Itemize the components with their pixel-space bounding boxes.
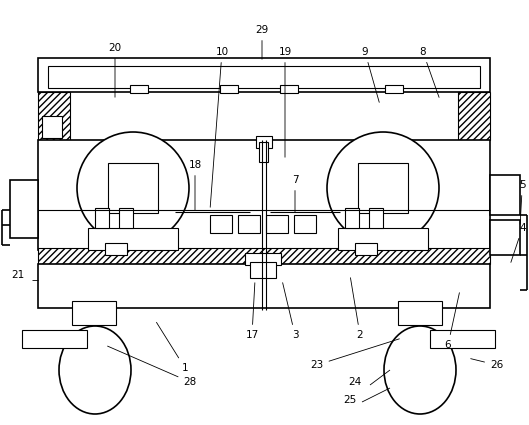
Text: 26: 26 xyxy=(471,359,503,370)
Bar xyxy=(22,330,87,348)
Bar xyxy=(105,243,127,255)
Bar xyxy=(95,208,109,228)
Text: 23: 23 xyxy=(311,339,399,370)
Bar xyxy=(245,253,281,265)
Text: 25: 25 xyxy=(343,395,357,405)
Bar xyxy=(259,142,268,162)
Bar xyxy=(338,228,428,250)
Bar xyxy=(369,208,383,228)
Bar xyxy=(72,301,116,325)
Bar xyxy=(430,330,495,348)
Text: 2: 2 xyxy=(350,278,363,340)
Text: 5: 5 xyxy=(519,180,526,224)
Bar xyxy=(119,208,133,228)
Circle shape xyxy=(370,175,396,201)
Bar xyxy=(78,333,110,349)
Bar xyxy=(210,215,232,233)
Bar xyxy=(280,85,298,93)
Text: 10: 10 xyxy=(210,47,229,207)
Text: 8: 8 xyxy=(419,47,439,97)
Bar xyxy=(266,215,288,233)
Bar xyxy=(38,248,490,264)
Bar xyxy=(355,243,377,255)
Bar xyxy=(108,163,158,213)
Bar xyxy=(345,208,359,228)
Text: 20: 20 xyxy=(108,43,122,97)
Bar xyxy=(238,215,260,233)
Bar xyxy=(358,163,408,213)
Bar xyxy=(38,264,490,308)
Bar xyxy=(38,140,490,250)
Bar xyxy=(385,85,403,93)
Text: 7: 7 xyxy=(291,175,298,212)
Bar xyxy=(38,58,490,92)
Bar xyxy=(404,333,436,349)
Bar xyxy=(130,85,148,93)
Text: 17: 17 xyxy=(245,283,259,340)
Bar xyxy=(398,301,442,325)
Bar xyxy=(490,175,520,215)
Bar xyxy=(220,85,238,93)
Text: 24: 24 xyxy=(349,377,362,387)
Bar xyxy=(250,262,276,278)
Circle shape xyxy=(77,132,189,244)
Text: 4: 4 xyxy=(511,223,526,262)
Bar xyxy=(256,136,272,148)
Text: 19: 19 xyxy=(278,47,291,157)
Circle shape xyxy=(120,175,146,201)
Ellipse shape xyxy=(59,326,131,414)
Bar xyxy=(294,215,316,233)
Bar xyxy=(48,66,480,88)
Text: 6: 6 xyxy=(445,293,459,350)
Text: 29: 29 xyxy=(256,25,269,59)
Text: 9: 9 xyxy=(362,47,379,102)
Bar xyxy=(42,116,62,138)
Text: 1: 1 xyxy=(157,322,188,373)
Text: 21: 21 xyxy=(12,270,25,280)
Bar xyxy=(10,180,38,238)
Bar xyxy=(490,220,520,255)
Circle shape xyxy=(327,132,439,244)
Bar xyxy=(38,92,70,140)
Text: 28: 28 xyxy=(107,346,197,387)
Bar xyxy=(458,92,490,140)
Text: 18: 18 xyxy=(188,160,202,210)
Text: 3: 3 xyxy=(282,283,298,340)
Bar xyxy=(88,228,178,250)
Ellipse shape xyxy=(384,326,456,414)
